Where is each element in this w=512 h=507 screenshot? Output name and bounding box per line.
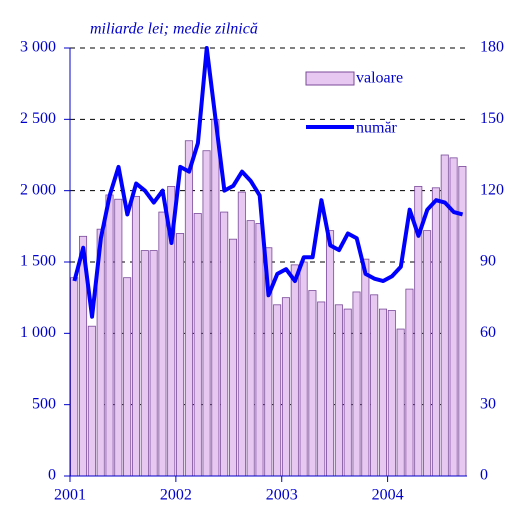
bar [158,211,167,477]
bar [220,211,229,477]
y2-tick-label: 180 [480,39,504,56]
x-tick-label: 2001 [54,487,86,504]
y2-tick-label: 30 [480,395,496,412]
bar [140,250,149,477]
bar [281,297,290,477]
bar [246,220,255,477]
bar [70,277,79,477]
x-tick-label: 2004 [372,487,404,504]
legend-label: număr [356,120,398,137]
bar [273,304,282,477]
x-tick-label: 2003 [266,487,298,504]
bar [114,198,123,477]
bar [202,150,211,477]
bar [176,233,185,477]
y-tick-label: 2 500 [20,110,56,127]
bar [361,258,370,477]
y-tick-label: 0 [48,467,56,484]
bar [378,308,387,477]
bar [105,194,114,477]
y-tick-label: 1 000 [20,324,56,341]
bar [370,294,379,477]
bar [123,277,132,477]
bar [431,187,440,477]
bar [237,191,246,477]
bar [423,230,432,477]
legend-swatch [305,71,355,86]
bar [193,213,202,477]
y-tick-label: 3 000 [20,39,56,56]
y-tick-label: 1 500 [20,253,56,270]
y2-tick-label: 120 [480,181,504,198]
bar [308,290,317,477]
bar [405,288,414,477]
y-tick-label: 500 [32,395,56,412]
legend-label: valoare [356,70,403,87]
bar [149,250,158,477]
bar [290,264,299,477]
bar [131,195,140,477]
bar [184,140,193,477]
bar [387,310,396,477]
bar [299,261,308,477]
bar [317,301,326,477]
line [72,46,464,319]
bar [255,223,264,477]
bar [211,118,220,477]
y-tick-label: 2 000 [20,181,56,198]
chart-title: miliarde lei; medie zilnică [90,21,258,38]
bar [396,328,405,477]
bar [87,325,96,477]
y2-tick-label: 0 [480,467,488,484]
bar [449,157,458,477]
bar [352,291,361,477]
bar [228,238,238,477]
x-tick-label: 2002 [160,487,192,504]
y2-tick-label: 150 [480,110,504,127]
bar [334,304,343,477]
bar [343,308,352,477]
bar [326,230,335,477]
y2-tick-label: 60 [480,324,496,341]
y2-tick-label: 90 [480,253,496,270]
